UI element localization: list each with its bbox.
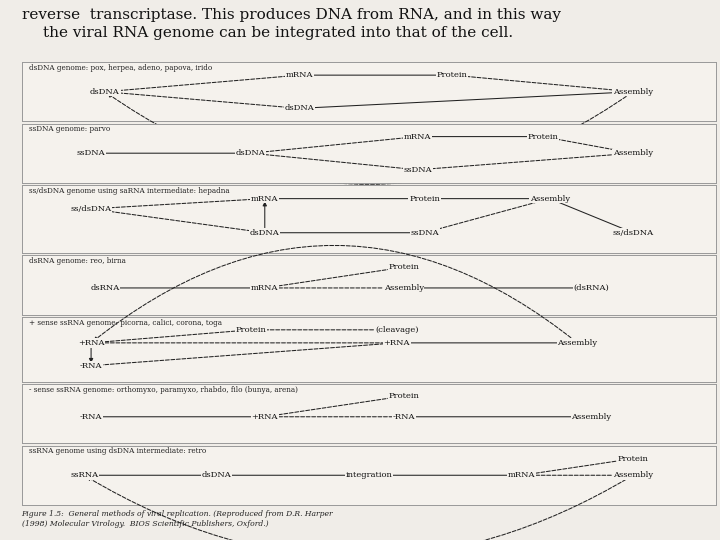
- Text: Assembly: Assembly: [613, 471, 653, 480]
- Text: ssDNA: ssDNA: [410, 229, 439, 237]
- Text: (cleavage): (cleavage): [375, 326, 418, 334]
- Text: Assembly: Assembly: [571, 413, 611, 421]
- Text: Protein: Protein: [409, 194, 440, 202]
- Text: +RNA: +RNA: [78, 339, 104, 347]
- Text: (dsRNA): (dsRNA): [573, 284, 609, 292]
- Text: mRNA: mRNA: [404, 133, 431, 140]
- Text: + sense ssRNA genome: picorna, calici, corona, toga: + sense ssRNA genome: picorna, calici, c…: [29, 319, 222, 327]
- Text: Protein: Protein: [388, 392, 419, 400]
- Text: dsDNA: dsDNA: [284, 104, 315, 112]
- Text: ss/dsDNA: ss/dsDNA: [613, 229, 654, 237]
- Text: dsRNA genome: reo, birna: dsRNA genome: reo, birna: [29, 257, 125, 265]
- Text: mRNA: mRNA: [508, 471, 536, 480]
- Text: Protein: Protein: [235, 326, 266, 334]
- Text: Protein: Protein: [388, 263, 419, 271]
- Text: dsDNA: dsDNA: [250, 229, 279, 237]
- Text: ssDNA: ssDNA: [77, 149, 105, 157]
- Text: Figure 1.5:  General methods of viral replication. (Reproduced from D.R. Harper
: Figure 1.5: General methods of viral rep…: [22, 510, 333, 528]
- Text: reverse  transcriptase. This produces DNA from RNA, and in this way: reverse transcriptase. This produces DNA…: [22, 8, 561, 22]
- Text: Assembly: Assembly: [613, 149, 653, 157]
- Text: +RNA: +RNA: [384, 339, 410, 347]
- Text: dsRNA: dsRNA: [90, 284, 120, 292]
- Text: dsDNA genome: pox, herpea, adeno, papova, irido: dsDNA genome: pox, herpea, adeno, papova…: [29, 64, 212, 72]
- Text: the viral RNA genome can be integrated into that of the cell.: the viral RNA genome can be integrated i…: [43, 26, 513, 40]
- Text: -RNA: -RNA: [392, 413, 415, 421]
- Text: Assembly: Assembly: [530, 194, 570, 202]
- Text: mRNA: mRNA: [251, 194, 279, 202]
- Text: ssRNA: ssRNA: [70, 471, 98, 480]
- Text: -RNA: -RNA: [80, 362, 102, 370]
- Text: mRNA: mRNA: [286, 71, 313, 79]
- Text: ss/dsDNA genome using saRNA intermediate: hepadna: ss/dsDNA genome using saRNA intermediate…: [29, 187, 229, 195]
- Text: Assembly: Assembly: [613, 87, 653, 96]
- Text: ssDNA genome: parvo: ssDNA genome: parvo: [29, 125, 109, 133]
- Text: mRNA: mRNA: [251, 284, 279, 292]
- Text: -RNA: -RNA: [80, 413, 102, 421]
- Text: dsDNA: dsDNA: [202, 471, 231, 480]
- Text: Assembly: Assembly: [557, 339, 598, 347]
- Text: Protein: Protein: [527, 133, 558, 140]
- Text: dsDNA: dsDNA: [90, 87, 120, 96]
- Text: ssRNA genome using dsDNA intermediate: retro: ssRNA genome using dsDNA intermediate: r…: [29, 448, 206, 455]
- Text: integration: integration: [346, 471, 392, 480]
- Text: ss/dsDNA: ss/dsDNA: [71, 205, 112, 213]
- Text: dsDNA: dsDNA: [236, 149, 266, 157]
- Text: Assembly: Assembly: [384, 284, 424, 292]
- Text: Protein: Protein: [618, 455, 649, 463]
- Text: ssDNA: ssDNA: [403, 166, 432, 174]
- Text: +RNA: +RNA: [251, 413, 278, 421]
- Text: - sense ssRNA genome: orthomyxo, paramyxo, rhabdo, filo (bunya, arena): - sense ssRNA genome: orthomyxo, paramyx…: [29, 386, 297, 394]
- Text: Protein: Protein: [437, 71, 468, 79]
